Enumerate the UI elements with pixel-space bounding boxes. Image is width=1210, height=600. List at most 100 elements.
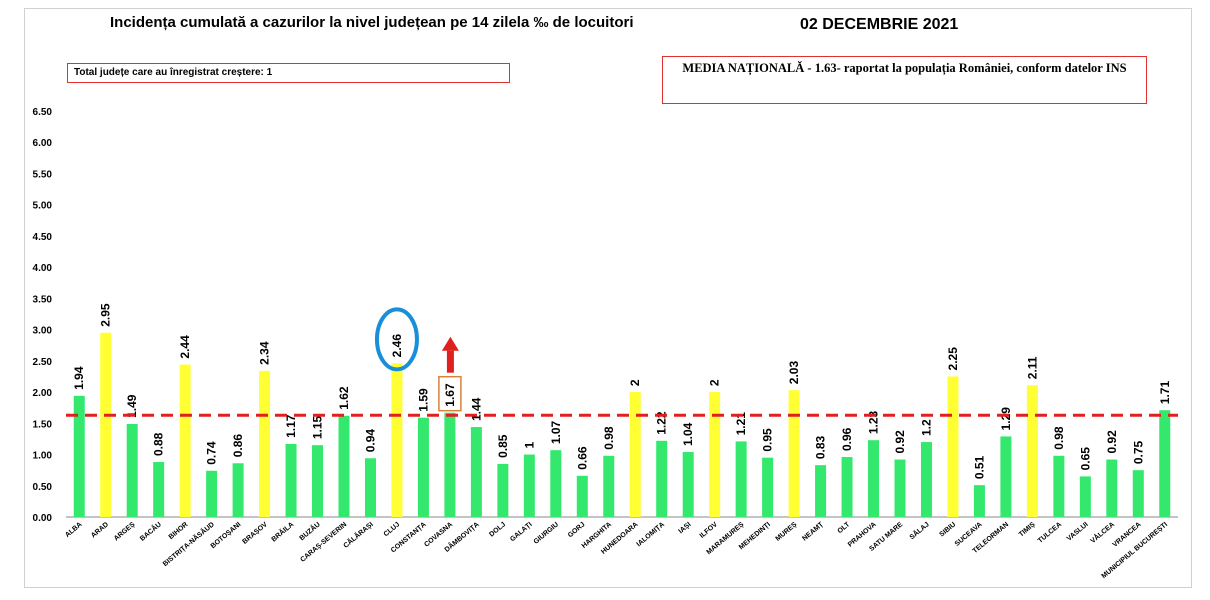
bar-alba [73,395,85,517]
bar-bihor [179,364,191,517]
y-tick-label: 0.50 [33,482,53,493]
chart-frame [24,8,1192,588]
x-category-label: SĂLAJ [907,520,930,542]
x-category-label: SIBIU [938,521,957,538]
bar-value-label: 0.92 [1105,430,1119,454]
x-category-label: BRAȘOV [241,521,269,546]
chart-title: Incidența cumulată a cazurilor la nivel … [110,14,634,31]
bar-value-label: 1.21 [734,412,748,436]
bar-harghita [603,455,615,517]
y-tick-label: 2.00 [33,388,53,399]
report-date: 02 DECEMBRIE 2021 [800,16,959,33]
x-category-label: MUREȘ [775,521,799,543]
bar-bistrița-năsăud [206,470,218,517]
x-category-label: CARAȘ-SEVERIN [299,521,348,564]
bar-value-label: 2.11 [1025,356,1039,379]
bar-value-label: 2.46 [390,334,404,358]
x-category-label: DOLJ [488,521,507,538]
x-category-label: ALBA [64,521,83,539]
x-category-label: ILFOV [699,521,720,540]
bar-value-label: 1.67 [443,383,457,407]
y-tick-label: 3.00 [33,326,53,337]
bar-value-label: 1.59 [416,388,430,412]
y-tick-label: 4.50 [33,232,53,243]
bar-value-label: 0.96 [840,427,854,451]
y-tick-label: 4.00 [33,263,53,274]
y-tick-label: 0.00 [33,513,53,524]
highlight-circle [374,307,419,372]
bar-value-label: 0.75 [1131,440,1145,464]
bar-value-label: 2.03 [787,361,801,385]
y-tick-label: 1.00 [33,451,53,462]
bar-covasna [444,412,456,517]
y-tick-label: 6.00 [33,138,53,149]
y-tick-label: 5.50 [33,169,53,180]
bar-value-label: 0.94 [363,429,377,453]
increase-arrow-shaft [446,350,454,373]
national-average-box: MEDIA NAȚIONALĂ - 1.63- raportat la popu… [662,56,1147,104]
bar-constanța [417,417,429,517]
bar-sibiu [947,376,959,517]
bar-value-label: 0.74 [205,441,219,465]
bar-value-label: 1.62 [337,386,351,410]
y-tick-label: 1.50 [33,419,53,430]
x-category-label: VASLUI [1066,521,1090,543]
bar-municipiul-bucurești [1159,410,1171,517]
bar-teleorman [1000,436,1012,517]
x-category-label: CĂLĂRAȘI [341,520,375,550]
bar-value-label: 1.07 [549,420,563,444]
x-category-label: NEAMȚ [801,521,825,543]
bar-sălaj [920,442,932,517]
bar-neamț [815,465,827,517]
counties-increase-box: Total județe care au înregistrat creșter… [67,63,510,83]
bar-mehedinți [762,457,774,517]
bar-value-label: 2.25 [946,347,960,371]
bar-value-label: 0.95 [761,428,775,452]
x-category-label: CLUJ [383,521,402,538]
bar-brașov [259,370,271,517]
x-category-label: TIMIȘ [1018,521,1037,539]
bar-vâlcea [1106,459,1118,517]
bar-value-label: 0.85 [496,434,510,458]
bar-value-label: 2 [708,379,722,386]
bar-buzău [312,445,324,517]
bar-value-label: 1.17 [284,414,298,438]
bar-bacău [153,462,165,517]
x-category-label: VÂLCEA [1088,520,1116,545]
bar-dolj [497,463,509,517]
bar-caraș-severin [338,415,350,517]
bar-value-label: 1.71 [1158,381,1172,405]
bar-timiș [1026,385,1038,517]
bar-vrancea [1132,470,1144,517]
bar-value-label: 0.83 [814,435,828,459]
bar-olt [841,457,853,517]
bar-value-label: 1.2 [919,419,933,436]
x-category-label: GALAȚI [509,521,533,543]
y-tick-label: 6.50 [33,107,53,118]
y-tick-label: 3.50 [33,294,53,305]
bar-value-label: 1.22 [655,411,669,435]
bar-brăila [285,443,297,517]
x-category-label: OLT [837,521,852,535]
x-category-label: BACĂU [138,520,163,543]
bar-ialomița [656,440,668,517]
x-category-label: ARGEȘ [113,521,137,543]
x-category-label: BRĂILA [269,520,295,544]
bar-gorj [576,475,588,517]
bar-mureș [788,390,800,517]
bar-value-label: 1.04 [681,422,695,446]
bar-hunedoara [629,392,641,517]
bar-tulcea [1053,455,1065,517]
bar-maramureș [735,441,747,517]
bar-value-label: 0.88 [152,432,166,456]
x-category-label: GORJ [567,521,587,539]
bar-value-label: 2.34 [258,341,272,365]
bar-botoșani [232,463,244,517]
bar-value-label: 0.66 [575,446,589,470]
y-tick-label: 5.00 [33,201,53,212]
bar-value-label: 2.44 [178,335,192,359]
y-tick-label: 2.50 [33,357,53,368]
bar-cluj [391,363,403,517]
bar-value-label: 0.51 [972,455,986,479]
